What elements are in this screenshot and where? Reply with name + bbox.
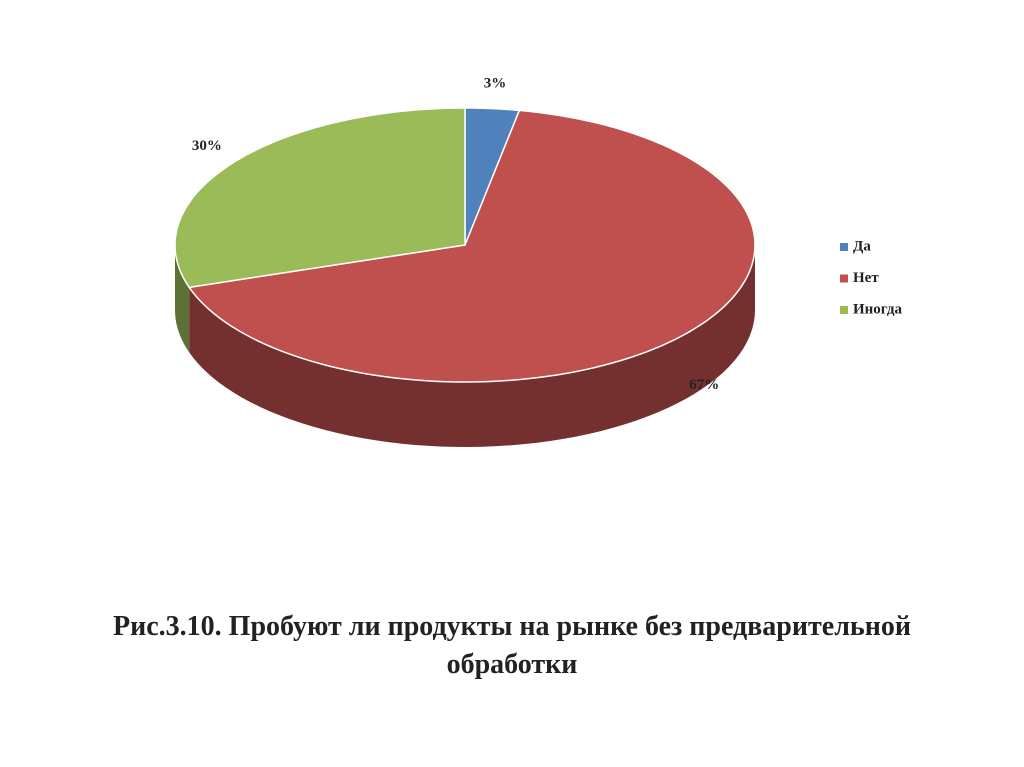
chart-title: Рис.3.10. Пробуют ли продукты на рынке б… (113, 611, 911, 680)
data-label: 3% (484, 76, 507, 92)
slice (174, 107, 466, 289)
slice-side (189, 245, 755, 447)
data-label: 67% (689, 377, 719, 393)
legend-swatch (840, 306, 848, 314)
legend-label: Да (853, 238, 871, 254)
slice (187, 109, 756, 383)
data-label: 30% (192, 138, 222, 154)
slice-side (175, 245, 190, 353)
legend-swatch (840, 274, 848, 283)
legend-label: Нет (853, 270, 879, 286)
legend-swatch (840, 243, 848, 251)
legend-label: Иногда (853, 301, 902, 317)
